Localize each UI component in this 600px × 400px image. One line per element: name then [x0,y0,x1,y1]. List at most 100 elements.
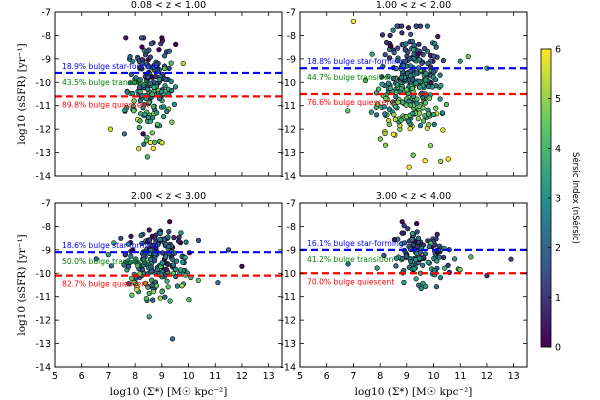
data-point [152,235,158,241]
data-point [426,95,433,101]
data-point [393,263,399,269]
data-point [398,75,404,81]
data-point [383,95,389,102]
data-point [129,275,135,282]
colorbar-tick-label: 1 [555,293,561,304]
y-tick-label: -11 [280,101,296,112]
data-point [176,238,182,244]
y-axis-label: log10 (sSFR) [yr⁻¹] [16,234,28,335]
data-point [390,131,397,137]
panel-3: 2.00 < z < 3.00 18.6% bulge star-forming 5… [16,191,283,398]
data-point [128,233,134,239]
data-point [410,152,416,158]
data-point [125,241,131,247]
panel-2: 1.00 < z < 2.00 18.8% bulge star-forming 4… [280,0,528,183]
data-point [177,267,184,273]
y-tick-label: -8 [42,222,51,233]
data-point [402,47,408,53]
data-point [128,253,134,259]
data-point [390,27,396,33]
colorbar: 0 1 2 3 4 5 6 Sérsic Index (nSérsic) [540,45,581,354]
y-tick-label: -13 [280,148,296,159]
data-point [164,267,170,273]
data-point [140,105,146,111]
data-point [398,86,405,92]
data-point [147,237,153,243]
star-forming-fraction-label: 18.9% bulge star-forming [62,62,159,71]
data-point [381,252,387,259]
colorbar-tick-label: 5 [555,94,561,105]
y-tick-label: -9 [287,245,296,256]
data-point [457,58,463,64]
data-point [414,70,420,76]
data-point [433,284,440,290]
data-point [158,89,164,95]
data-point [415,235,422,241]
data-point [440,57,447,64]
x-tick-label: 12 [236,371,248,382]
data-point [137,64,144,70]
data-point [179,283,185,289]
data-point [141,141,147,147]
y-tick-label: -9 [42,245,51,256]
data-point [395,99,401,105]
data-point [148,41,154,47]
data-point [165,261,171,268]
data-point [143,138,149,144]
x-tick-label: 7 [105,371,111,382]
data-point [145,74,151,80]
data-point [165,234,171,240]
data-point [168,78,174,84]
data-point [129,292,135,298]
data-point [413,276,419,282]
x-axis-label: log10 (Σ*) [M☉ kpc⁻²] [355,386,473,398]
data-point [399,23,405,29]
data-point [168,60,174,66]
y-tick-label: -9 [42,54,51,65]
colorbar-tick-label: 0 [555,343,561,354]
y-tick-label: -7 [42,199,51,210]
data-point [407,56,413,62]
data-point [166,48,172,54]
data-point [136,146,142,152]
data-point [178,230,184,236]
data-point [145,114,152,120]
data-point [390,75,396,82]
x-tick-label: 8 [132,371,138,382]
y-tick-label: -10 [35,269,51,280]
data-point [164,108,170,114]
data-point [410,242,416,248]
y-tick-label: -14 [280,363,296,374]
data-point [157,295,163,301]
data-point [131,108,137,114]
data-point [382,52,388,58]
x-tick-label: 13 [263,371,275,382]
y-tick-label: -12 [35,316,51,327]
panel-4: 3.00 < z < 4.00 16.1% bulge star-forming 4… [280,191,528,398]
data-point [405,25,412,31]
data-point [139,57,146,63]
y-tick-label: -10 [35,78,51,89]
data-point [149,277,155,283]
data-point [414,100,420,106]
y-tick-label: -11 [35,101,51,112]
star-forming-fraction-label: 18.8% bulge star-forming [307,57,404,66]
data-point [239,263,245,269]
data-point [162,65,168,72]
data-point [166,229,172,235]
data-point [145,284,151,290]
data-point [173,266,179,273]
data-point [425,259,431,265]
colorbar-tick-label: 6 [555,45,561,56]
y-tick-label: -11 [35,292,51,303]
data-point [422,100,429,106]
data-point [137,118,143,124]
x-tick-label: 6 [324,371,330,382]
data-point [182,255,188,261]
data-point [508,256,514,262]
data-point [387,32,393,39]
data-point [417,84,423,90]
data-point [107,126,113,132]
star-forming-fraction-label: 18.6% bulge star-forming [62,241,159,250]
